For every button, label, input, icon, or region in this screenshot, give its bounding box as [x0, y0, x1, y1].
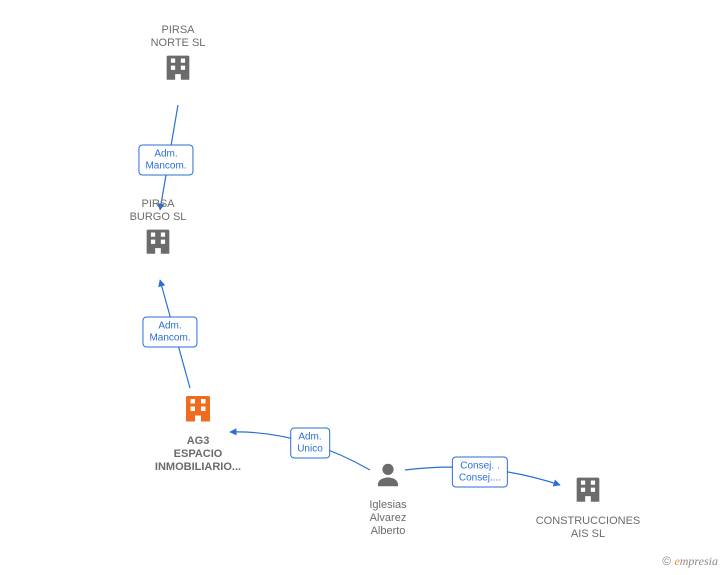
building-icon — [161, 50, 195, 89]
diagram-canvas: Adm. Mancom. Adm. Mancom. Adm. Unico Con… — [0, 0, 728, 575]
node-iglesias[interactable]: Iglesias Alvarez Alberto — [328, 460, 448, 539]
building-icon — [571, 472, 605, 511]
node-construcciones[interactable]: CONSTRUCCIONES AIS SL — [513, 472, 663, 541]
copyright-symbol: © — [662, 554, 671, 568]
copyright: © empresia — [662, 554, 718, 569]
node-ag3[interactable]: AG3 ESPACIO INMOBILIARIO... — [138, 390, 258, 475]
building-icon — [141, 224, 175, 263]
edge-label-e2: Adm. Mancom. — [142, 317, 197, 348]
edge-label-e1: Adm. Mancom. — [138, 145, 193, 176]
edge-label-e3: Adm. Unico — [290, 428, 330, 459]
node-label: Iglesias Alvarez Alberto — [328, 499, 448, 539]
node-label: PIRSA BURGO SL — [98, 198, 218, 224]
node-pirsa-norte[interactable]: PIRSA NORTE SL — [118, 22, 238, 89]
node-label: CONSTRUCCIONES AIS SL — [513, 515, 663, 541]
person-icon — [373, 460, 403, 495]
node-label: AG3 ESPACIO INMOBILIARIO... — [138, 435, 258, 475]
node-pirsa-burgo[interactable]: PIRSA BURGO SL — [98, 196, 218, 263]
building-icon — [180, 390, 216, 431]
edge-label-e4: Consej. . Consej.... — [452, 457, 508, 488]
brand-rest: mpresia — [680, 554, 718, 568]
node-label: PIRSA NORTE SL — [118, 24, 238, 50]
